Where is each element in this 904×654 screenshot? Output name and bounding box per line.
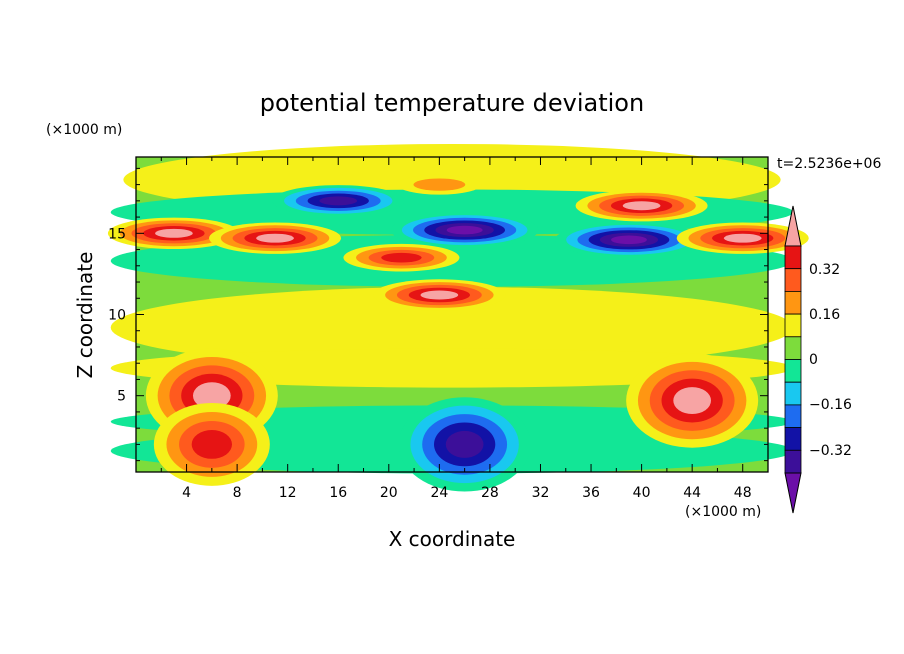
- colorbar: 0.32 0.16 0 −0.16 −0.32: [784, 205, 852, 514]
- x-tick-label: 28: [481, 485, 499, 501]
- x-tick-label: 24: [430, 485, 448, 501]
- x-tick-label: 32: [532, 485, 550, 501]
- x-tick-label: 20: [380, 485, 398, 501]
- x-tick-label: 44: [683, 485, 701, 501]
- contour-band: [256, 233, 294, 243]
- y-tick-label: 5: [117, 389, 126, 405]
- colorbar-swatch: [784, 313, 802, 338]
- colorbar-swatch: [784, 290, 802, 315]
- colorbar-label: 0.32: [809, 262, 840, 278]
- contour-band: [381, 252, 422, 263]
- time-label: t=2.5236e+06: [777, 156, 881, 172]
- chart-title: potential temperature deviation: [260, 89, 644, 117]
- contour-band: [611, 235, 647, 245]
- colorbar-swatch: [784, 336, 802, 360]
- x-axis-unit: (×1000 m): [685, 504, 761, 520]
- y-tick-label: 10: [108, 308, 126, 324]
- contour-band: [192, 382, 231, 410]
- x-tick-label: 16: [329, 485, 347, 501]
- colorbar-swatch: [784, 268, 802, 292]
- field-layer: [110, 348, 794, 388]
- field-layer: [110, 286, 794, 369]
- colorbar-swatch: [784, 449, 802, 474]
- y-tick-label: 15: [108, 226, 126, 242]
- colorbar-label: −0.32: [809, 443, 852, 459]
- x-axis-label: X coordinate: [389, 527, 516, 551]
- y-ticks: 5 10 15: [108, 167, 768, 462]
- contour-band: [723, 233, 762, 243]
- contour-band: [622, 201, 661, 211]
- x-tick-label: 4: [182, 485, 191, 501]
- colorbar-swatch: [784, 245, 802, 270]
- contour-band: [319, 196, 358, 206]
- contour-band: [413, 178, 466, 191]
- y-axis-label: Z coordinate: [73, 252, 97, 379]
- x-tick-label: 12: [279, 485, 297, 501]
- plot-area: [107, 144, 809, 492]
- x-tick-label: 36: [582, 485, 600, 501]
- colorbar-label: 0.16: [809, 307, 840, 323]
- contour-band: [673, 387, 712, 415]
- x-tick-label: 8: [233, 485, 242, 501]
- colorbar-label: 0: [809, 352, 818, 368]
- colorbar-label: −0.16: [809, 397, 852, 413]
- colorbar-swatch: [784, 381, 802, 406]
- y-axis-unit: (×1000 m): [46, 122, 122, 138]
- contour-band: [155, 228, 193, 238]
- colorbar-bottom-arrow: [784, 472, 802, 514]
- x-tick-label: 48: [734, 485, 752, 501]
- x-tick-label: 40: [633, 485, 651, 501]
- contour-band: [191, 429, 233, 459]
- colorbar-swatch: [784, 404, 802, 428]
- contour-band: [445, 430, 484, 458]
- contour-band: [446, 225, 483, 235]
- x-ticks: 4 8 12 16 20 24 28 32 36 40 44 48: [160, 157, 769, 501]
- colorbar-swatch: [784, 359, 802, 383]
- colorbar-swatch: [784, 427, 802, 451]
- contour-band: [420, 290, 459, 300]
